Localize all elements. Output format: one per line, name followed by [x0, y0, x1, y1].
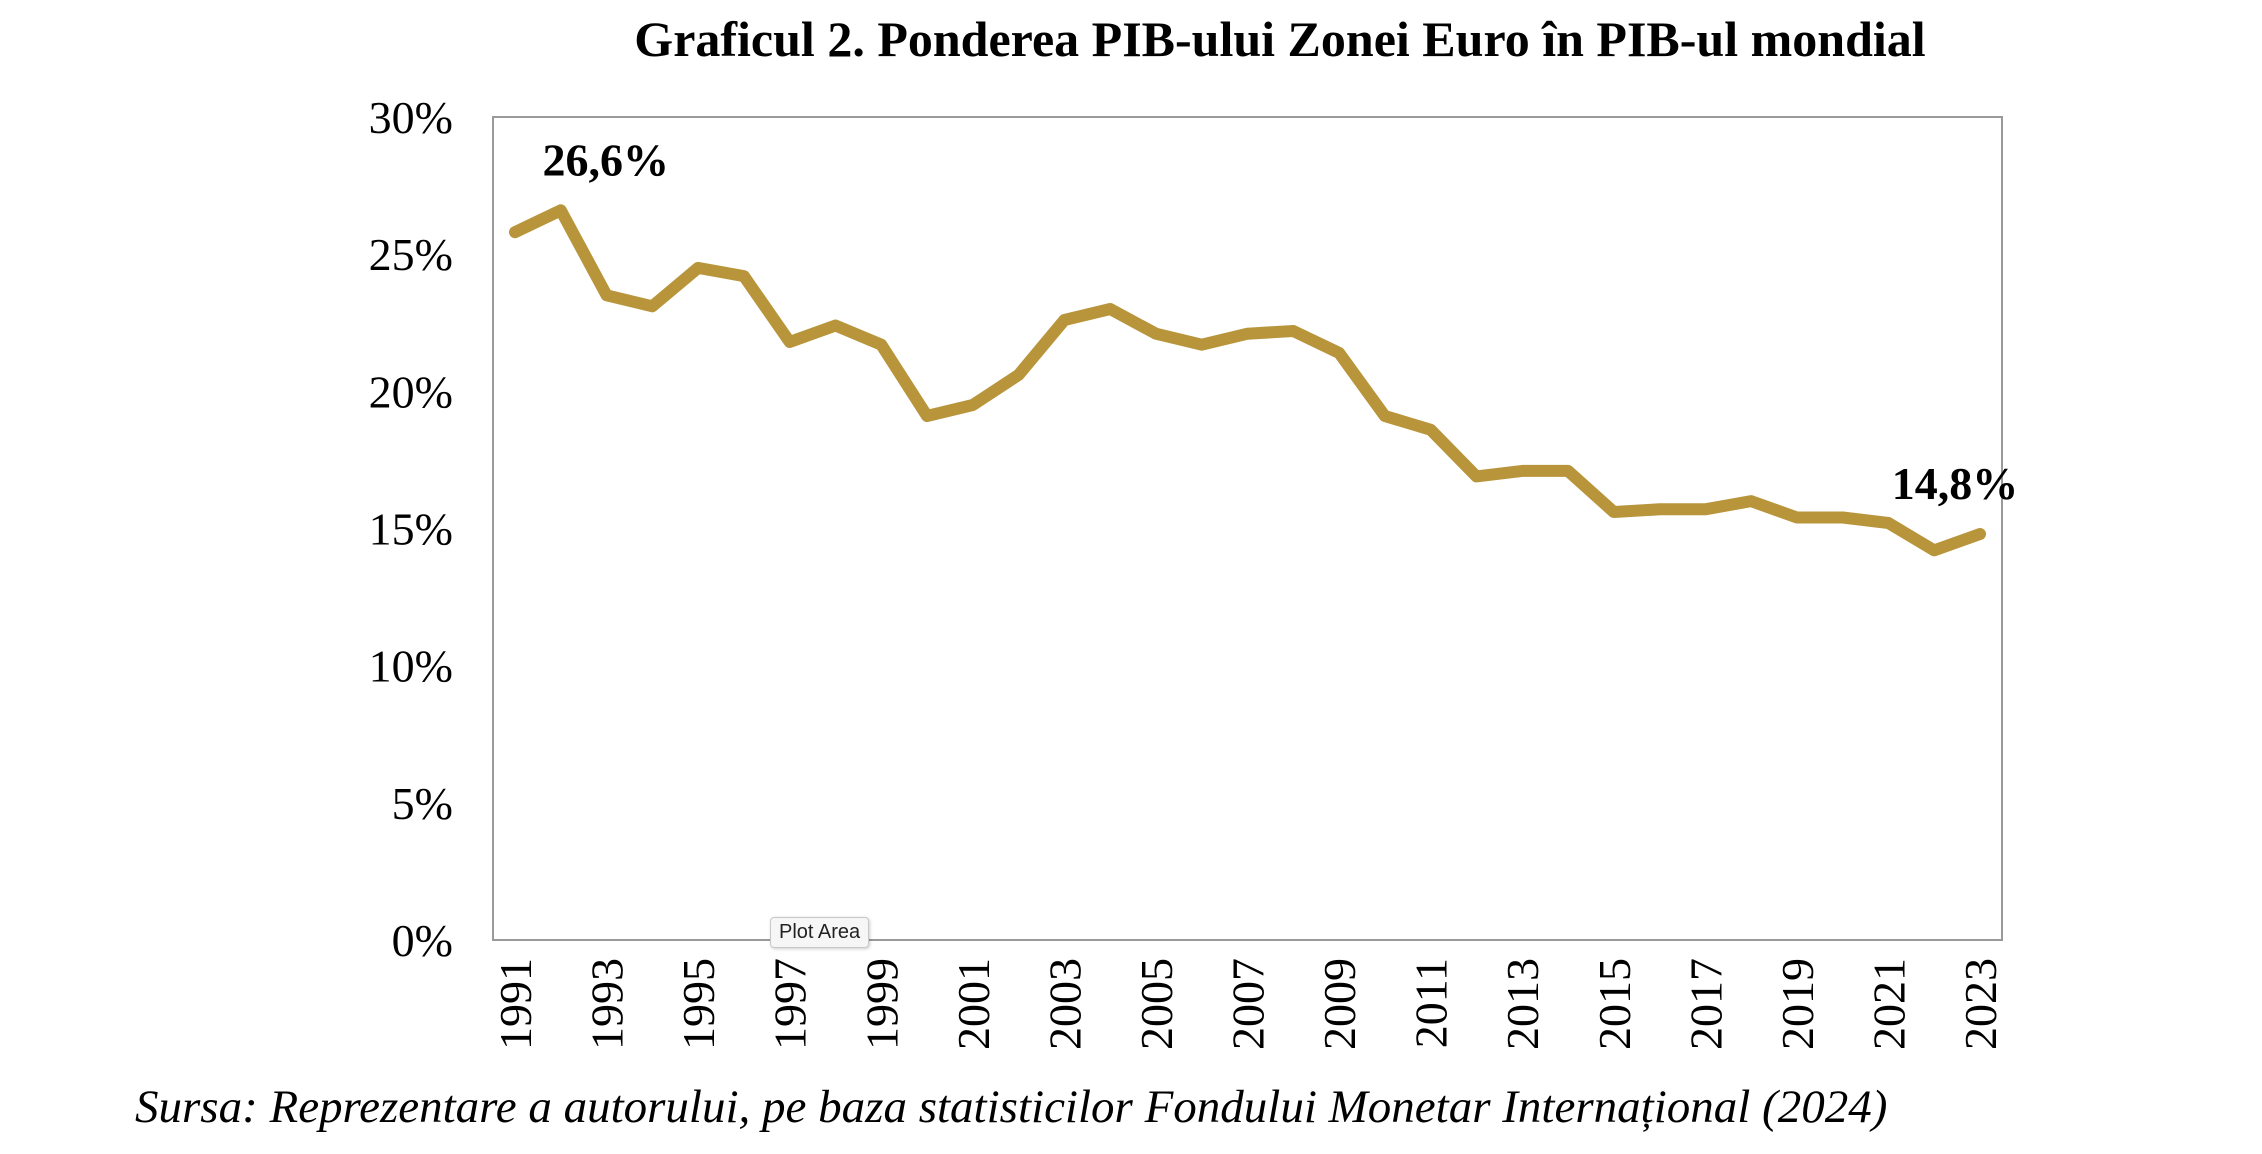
y-tick-label: 30%: [369, 92, 453, 143]
data-label: 26,6%: [543, 134, 670, 185]
y-tick-label: 25%: [369, 229, 453, 280]
y-tick-label: 20%: [369, 366, 453, 417]
data-labels: 26,6% 14,8%: [543, 134, 2019, 509]
x-tick-label: 2009: [1314, 958, 1365, 1050]
x-tick-label: 1995: [673, 958, 724, 1050]
x-tick-label: 1997: [765, 958, 816, 1050]
x-tick-label: 2007: [1223, 958, 1274, 1050]
x-tick-label: 1993: [582, 958, 633, 1050]
series-line: [509, 204, 1986, 557]
y-tick-label: 10%: [369, 641, 453, 692]
x-tick-label: 2005: [1131, 958, 1182, 1050]
y-tick-label: 0%: [392, 915, 453, 966]
plot-area-frame[interactable]: [492, 116, 2003, 941]
x-tick-label: 2019: [1772, 958, 1823, 1050]
x-tick-label: 1991: [490, 958, 541, 1050]
x-axis-ticks: 1991 1993 1995 1997 1999 2001 2003 2005 2007 2009…: [490, 958, 2006, 1050]
y-axis-ticks: 0% 5% 10% 15% 20% 25% 30%: [369, 92, 453, 966]
x-tick-label: 2023: [1955, 958, 2006, 1050]
x-tick-label: 2021: [1863, 958, 1914, 1050]
chart-title: Graficul 2. Ponderea PIB-ului Zonei Euro…: [634, 11, 1926, 67]
y-tick-label: 5%: [392, 778, 453, 829]
data-label: 14,8%: [1892, 458, 2019, 509]
x-tick-label: 1999: [856, 958, 907, 1050]
x-tick-label: 2011: [1406, 958, 1457, 1048]
y-tick-label: 15%: [369, 504, 453, 555]
x-tick-label: 2015: [1589, 958, 1640, 1050]
x-tick-label: 2003: [1039, 958, 1090, 1050]
x-tick-label: 2013: [1497, 958, 1548, 1050]
plot-area-tooltip: Plot Area: [770, 917, 870, 948]
source-note: Sursa: Reprezentare a autorului, pe baza…: [135, 1081, 1888, 1133]
x-tick-label: 2017: [1680, 958, 1731, 1050]
x-tick-label: 2001: [948, 958, 999, 1050]
